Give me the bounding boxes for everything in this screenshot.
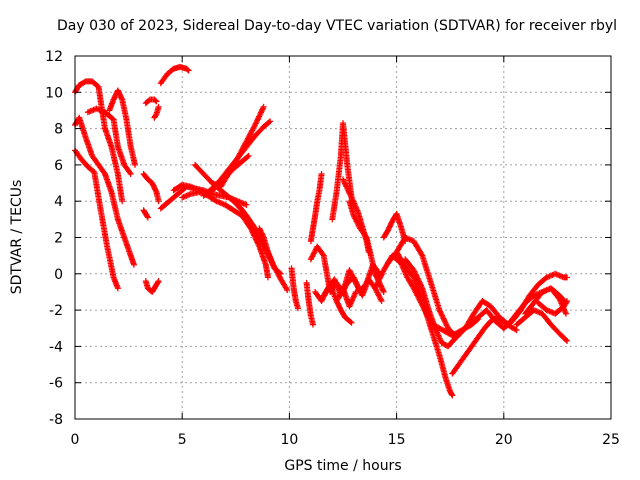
point-markers <box>320 281 359 310</box>
series-arc-5 <box>106 87 139 168</box>
point-markers <box>84 105 134 177</box>
point-markers <box>535 298 571 317</box>
point-markers <box>380 210 409 245</box>
y-tick-label: -6 <box>49 376 63 392</box>
y-tick-label: 10 <box>45 85 63 101</box>
y-tick-label: -2 <box>49 303 63 319</box>
y-tick-label: 4 <box>54 194 63 210</box>
series-arc-39 <box>535 298 571 317</box>
series-arc-29 <box>380 210 409 245</box>
point-markers <box>157 63 192 87</box>
point-markers <box>140 170 162 205</box>
series-arc-40 <box>256 225 276 266</box>
x-tick-label: 20 <box>495 432 513 448</box>
y-tick-label: -8 <box>49 412 63 428</box>
y-axis-label: SDTVAR / TECUs <box>9 180 25 295</box>
series-arc-16 <box>200 118 274 199</box>
point-markers <box>402 256 464 350</box>
series-arc-21 <box>307 170 325 245</box>
point-markers <box>151 103 162 121</box>
series-arc-20 <box>303 279 316 328</box>
point-markers <box>393 249 456 399</box>
point-markers <box>513 307 571 344</box>
series-arc-6 <box>140 170 162 205</box>
y-tick-label: 0 <box>54 267 63 283</box>
y-tick-label: 8 <box>54 122 63 138</box>
series-arc-14 <box>179 189 271 281</box>
series-arc-33 <box>402 256 464 350</box>
point-markers <box>303 279 316 328</box>
series-arc-32 <box>393 249 456 399</box>
series-arc-9 <box>151 103 162 121</box>
series-arc-8 <box>142 96 160 107</box>
y-tick-label: -4 <box>49 339 63 355</box>
x-tick-label: 10 <box>280 432 298 448</box>
point-markers <box>307 170 325 245</box>
axis-ticks: 0 5 10 15 20 25 -8 -6 -4 -2 0 2 4 6 8 10 12 <box>45 49 620 448</box>
point-markers <box>200 118 274 199</box>
series-arc-10 <box>142 278 162 295</box>
series-arc-19 <box>288 265 301 312</box>
x-tick-label: 25 <box>602 432 620 448</box>
x-tick-label: 0 <box>71 432 80 448</box>
series-arc-37 <box>513 307 571 344</box>
x-tick-label: 5 <box>178 432 187 448</box>
series-arc-25 <box>333 298 355 326</box>
point-markers <box>179 189 271 281</box>
y-tick-label: 12 <box>45 49 63 65</box>
series-arc-4 <box>84 105 134 177</box>
series-arc-7 <box>140 207 151 221</box>
point-markers <box>256 225 276 266</box>
x-axis-label: GPS time / hours <box>284 458 401 474</box>
series-arc-27 <box>329 120 355 223</box>
point-markers <box>142 278 162 295</box>
data-points <box>72 63 571 399</box>
x-tick-label: 15 <box>388 432 406 448</box>
point-markers <box>142 96 160 107</box>
point-markers <box>333 298 355 326</box>
point-markers <box>288 265 301 312</box>
point-markers <box>106 87 139 168</box>
chart-title: Day 030 of 2023, Sidereal Day-to-day VTE… <box>57 18 617 34</box>
point-markers <box>140 207 151 221</box>
y-tick-label: 2 <box>54 231 63 247</box>
y-tick-label: 6 <box>54 158 63 174</box>
series-arc-11 <box>157 63 192 87</box>
point-markers <box>329 120 355 223</box>
series-arc-24 <box>320 281 359 310</box>
